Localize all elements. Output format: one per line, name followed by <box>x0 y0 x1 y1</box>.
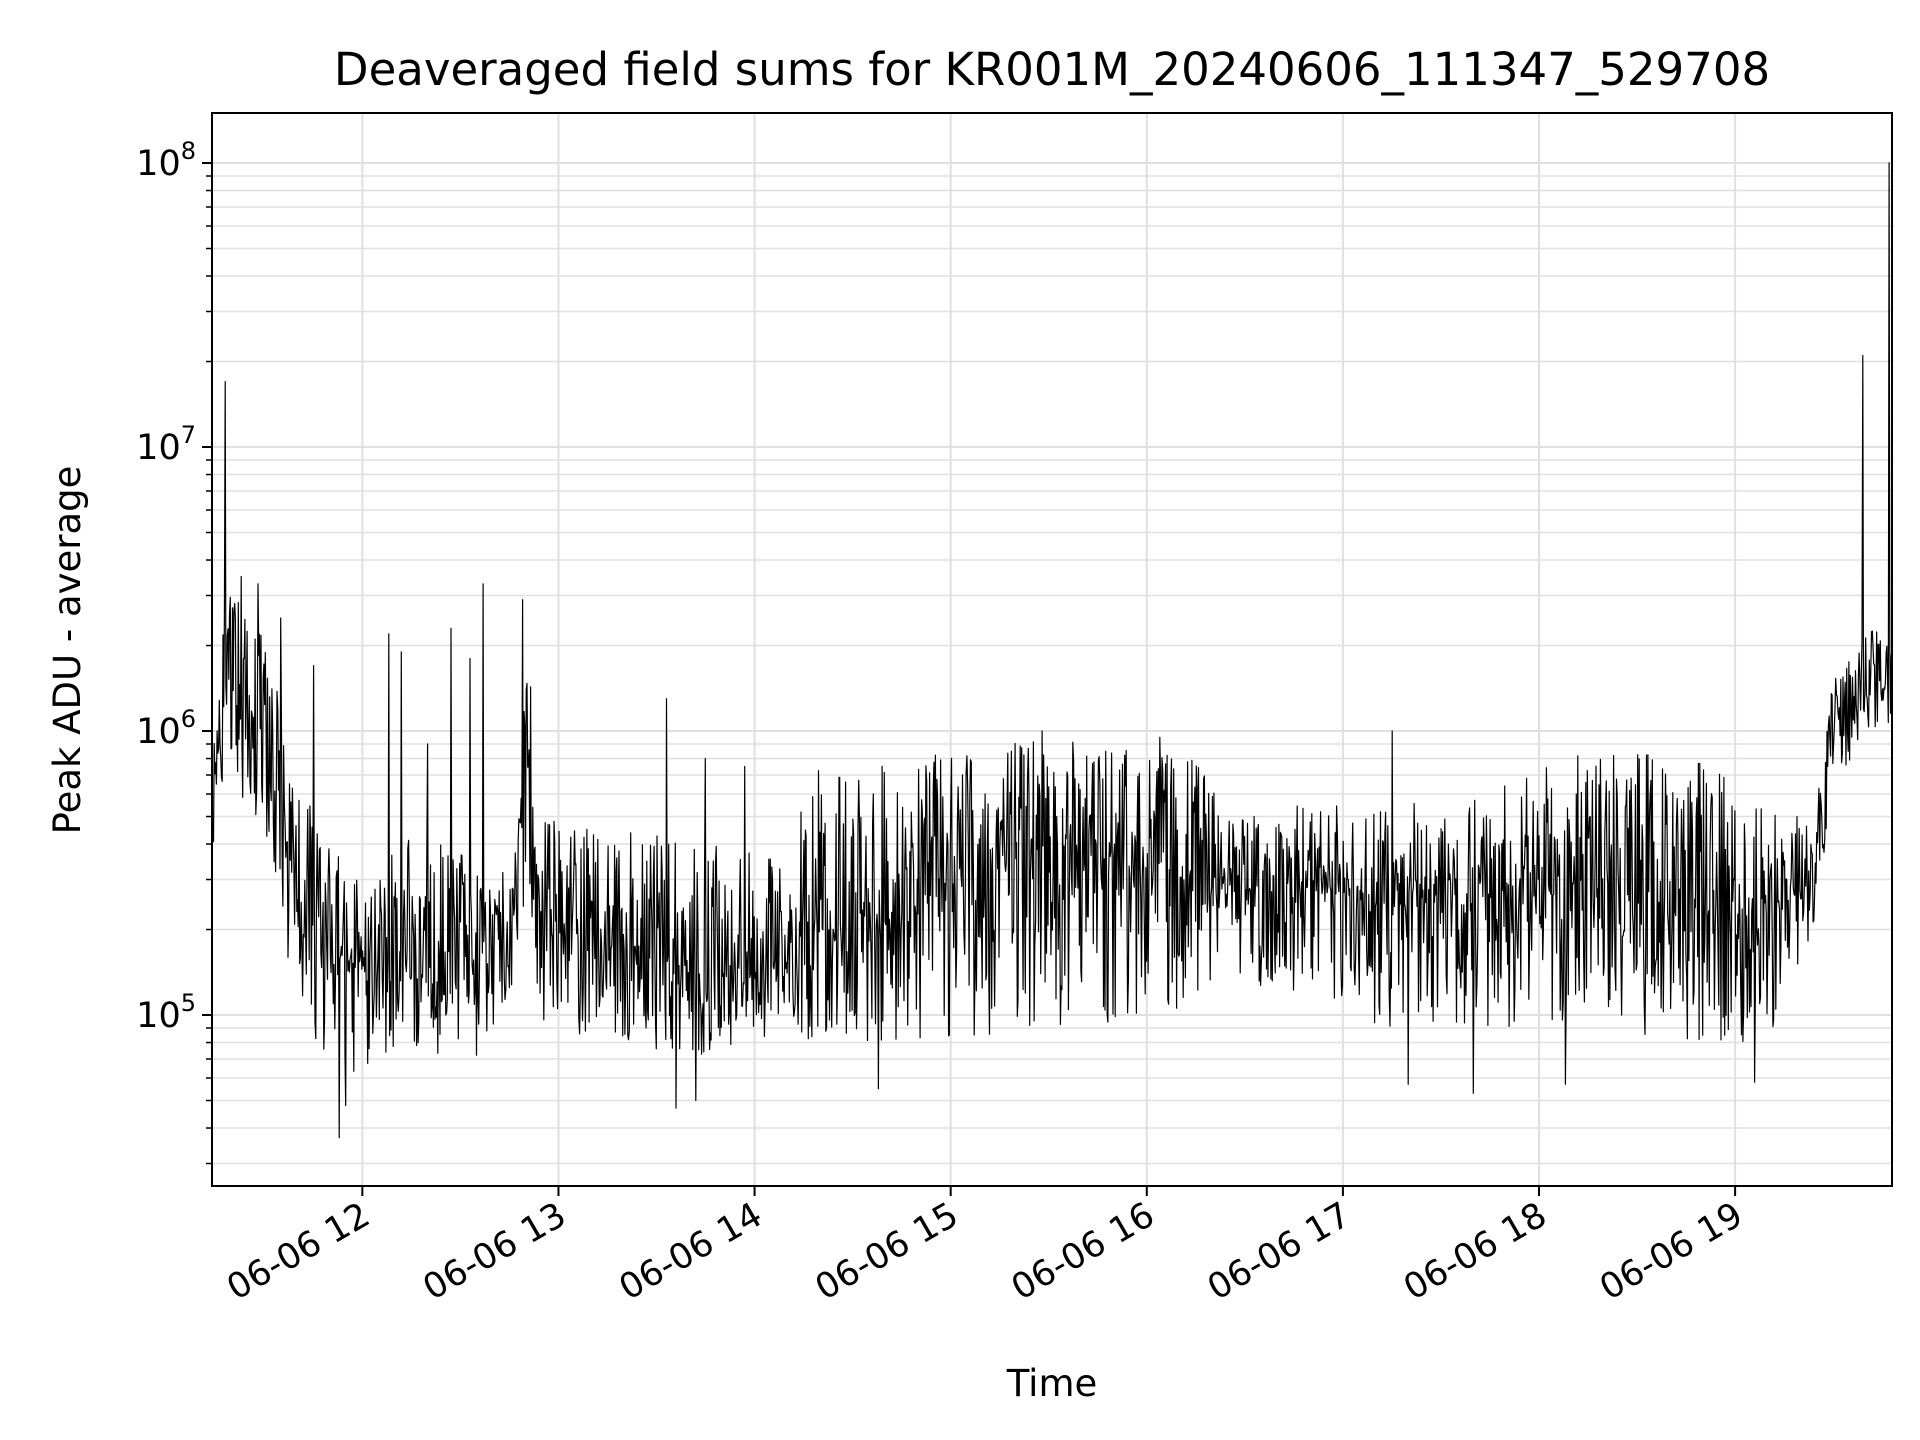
data-series <box>211 162 1893 1139</box>
x-axis-title: Time <box>1006 1362 1098 1405</box>
y-tick-label: 107 <box>136 421 196 468</box>
y-tick-label: 105 <box>136 989 196 1036</box>
y-tick-label: 106 <box>136 705 196 752</box>
y-axis-title: Peak ADU - average <box>46 466 89 835</box>
y-tick-label: 108 <box>136 137 196 184</box>
chart-title: Deaveraged field sums for KR001M_2024060… <box>334 43 1770 96</box>
series-line <box>211 162 1893 1139</box>
plot-frame <box>211 112 1893 1187</box>
